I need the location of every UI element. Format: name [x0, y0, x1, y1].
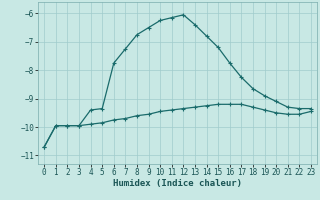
X-axis label: Humidex (Indice chaleur): Humidex (Indice chaleur)	[113, 179, 242, 188]
